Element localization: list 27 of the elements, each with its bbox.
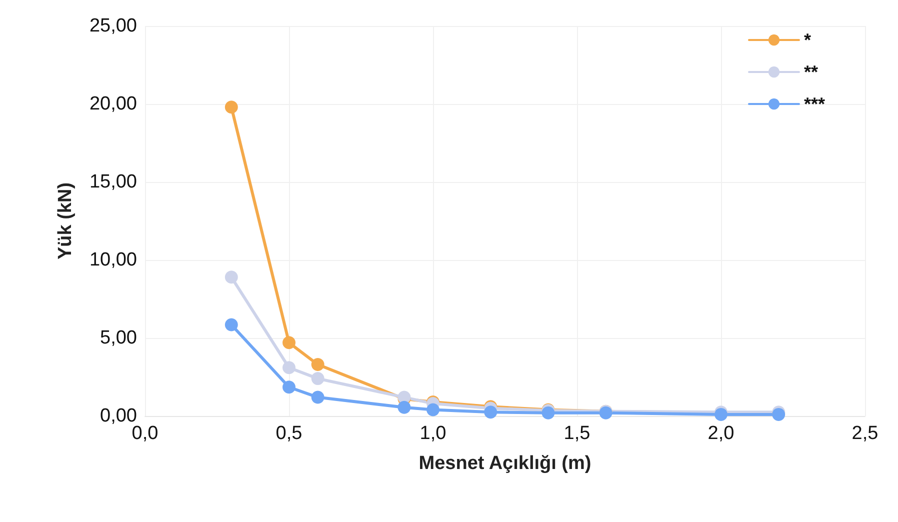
point	[282, 336, 296, 350]
legend-label: ***	[804, 94, 825, 114]
legend-label: *	[804, 30, 811, 50]
y-axis-title: Yük (kN)	[55, 182, 76, 260]
legend-label: **	[804, 62, 818, 82]
y-tick-label: 20,00	[89, 94, 137, 114]
x-tick-label: 1,5	[564, 423, 590, 444]
point	[224, 100, 238, 114]
y-tick-label: 5,00	[100, 328, 137, 348]
point	[311, 358, 324, 372]
point	[282, 380, 296, 394]
point	[398, 400, 411, 414]
y-tick-label: 10,00	[89, 250, 137, 270]
point	[282, 361, 296, 374]
point	[224, 270, 238, 284]
point	[311, 390, 324, 404]
x-tick-label: 2,5	[852, 423, 878, 444]
point	[311, 372, 324, 386]
y-tick-label: 25,00	[89, 16, 137, 36]
x-tick-label: 1,0	[420, 423, 446, 444]
x-tick-label: 2,0	[708, 423, 734, 444]
y-tick-label: 15,00	[89, 172, 137, 192]
point	[426, 403, 440, 416]
point	[224, 318, 238, 332]
x-tick-label: 0,5	[276, 423, 302, 444]
x-axis-title: Mesnet Açıklığı (m)	[418, 453, 592, 474]
point	[484, 406, 498, 419]
